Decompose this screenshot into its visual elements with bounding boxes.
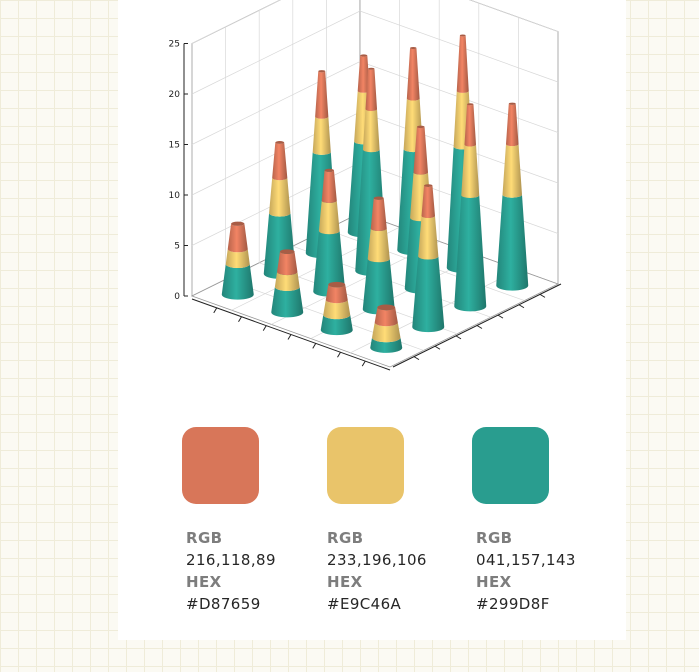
color-info-orange: RGB 216,118,89 HEX #D87659 — [186, 527, 336, 615]
z-tick-label: 15 — [169, 141, 180, 151]
cone-segment-teal — [313, 230, 346, 297]
swatch-teal — [472, 427, 549, 504]
x-tick — [238, 316, 242, 323]
y-tick — [413, 356, 420, 361]
hex-label: HEX — [327, 573, 363, 591]
3d-cone-chart: 0 5 10 15 20 25 — [169, 0, 562, 371]
cone-segment-yellow — [372, 322, 401, 343]
cone-segment-yellow — [312, 116, 331, 155]
x-tick — [337, 351, 341, 358]
cone-segment-orange — [315, 71, 329, 119]
x-tick — [312, 343, 317, 349]
x-tick — [262, 325, 267, 331]
z-gridline — [191, 0, 559, 44]
z-tick-label: 5 — [174, 242, 180, 252]
hex-label: HEX — [186, 573, 222, 591]
color-info-teal: RGB 041,157,143 HEX #299D8F — [476, 527, 626, 615]
cone-top — [373, 196, 384, 200]
cone-segment-teal — [271, 287, 304, 318]
cone-segment-orange — [357, 55, 370, 93]
cone-segment-yellow — [274, 271, 300, 291]
cone-segment-orange — [505, 103, 519, 147]
cone-segment-orange — [277, 251, 298, 276]
cone-top — [416, 125, 425, 129]
cone-segment-orange — [464, 104, 477, 147]
y-tick — [518, 304, 525, 309]
cone-segment-teal — [412, 256, 445, 333]
rgb-value: 041,157,143 — [476, 551, 576, 569]
y-tick — [455, 335, 462, 340]
cone-top — [467, 103, 474, 106]
cone-segment-teal — [221, 264, 254, 300]
x-tick — [287, 334, 292, 340]
swatch-yellow — [327, 427, 404, 504]
cone-segment-yellow — [225, 249, 250, 269]
cone-segment-orange — [272, 142, 288, 181]
cone-segment-orange — [374, 307, 398, 327]
hex-value: #299D8F — [476, 595, 550, 613]
cone-segment-yellow — [367, 228, 390, 263]
cone-top — [424, 184, 433, 187]
cone-segment-orange — [325, 284, 348, 304]
cone-top — [410, 46, 417, 50]
cone-segment-orange — [456, 35, 469, 93]
cone-segment-orange — [406, 48, 420, 101]
cone-segment-orange — [370, 198, 387, 232]
cone-top — [231, 221, 245, 226]
color-info-yellow: RGB 233,196,106 HEX #E9C46A — [327, 527, 477, 615]
cone-segment-orange — [227, 223, 248, 253]
z-tick-label: 20 — [169, 90, 181, 100]
cone-segment-teal — [496, 194, 529, 291]
cone-segment-orange — [321, 170, 337, 204]
cone-segment-yellow — [502, 144, 522, 198]
cone-segment-yellow — [461, 144, 480, 199]
y-tick — [539, 293, 546, 298]
cone-top — [275, 141, 285, 144]
hex-value: #E9C46A — [327, 595, 402, 613]
cone-segment-orange — [421, 185, 435, 219]
cone-top — [324, 168, 334, 172]
rgb-value: 216,118,89 — [186, 551, 276, 569]
z-tick-label: 10 — [169, 191, 181, 201]
cone-top — [377, 304, 396, 311]
x-tick — [213, 307, 218, 314]
cone-top — [279, 249, 295, 254]
swatch-orange — [182, 427, 259, 504]
z-gridline — [191, 10, 559, 95]
cone-segment-orange — [413, 126, 428, 175]
cone-segment-yellow — [318, 200, 340, 235]
y-tick — [476, 325, 483, 329]
cone-segment-orange — [365, 68, 378, 111]
cone-segment-yellow — [418, 215, 439, 260]
cone-top — [318, 70, 326, 73]
cone-top — [459, 34, 466, 37]
y-tick — [434, 345, 441, 350]
cone-top — [360, 54, 368, 57]
z-tick-label: 0 — [174, 292, 180, 302]
cone-segment-teal — [362, 258, 395, 315]
cone-top — [328, 281, 346, 288]
rgb-label: RGB — [476, 529, 513, 547]
cone-segment-yellow — [269, 177, 291, 217]
x-tick — [361, 360, 366, 367]
cone-top — [508, 102, 516, 105]
cone-segment-yellow — [362, 109, 380, 153]
y-tick — [497, 314, 504, 319]
hex-value: #D87659 — [186, 595, 261, 613]
hex-label: HEX — [476, 573, 512, 591]
rgb-label: RGB — [327, 529, 364, 547]
cone-segment-yellow — [323, 299, 351, 320]
cone-top — [368, 67, 375, 70]
z-tick-label: 25 — [169, 40, 180, 50]
rgb-label: RGB — [186, 529, 223, 547]
cone-segment-teal — [370, 337, 403, 353]
cone-segment-teal — [320, 314, 353, 336]
rgb-value: 233,196,106 — [327, 551, 427, 569]
cone-segment-teal — [454, 195, 487, 312]
